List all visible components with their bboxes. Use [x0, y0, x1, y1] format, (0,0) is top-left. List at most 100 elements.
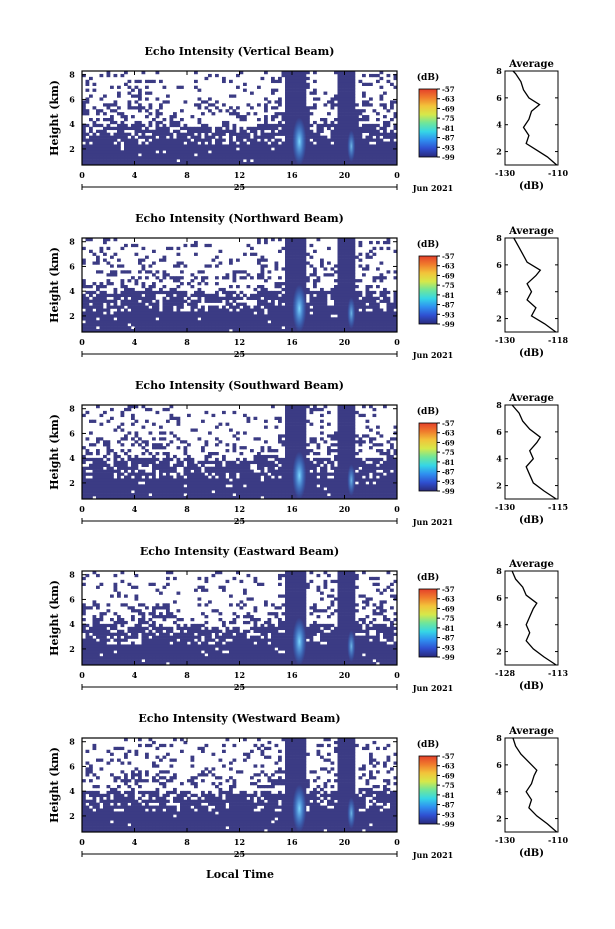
profile-y-tick-label: 4 [496, 454, 502, 464]
heatmap-echo [82, 238, 398, 333]
colorbar-tick-label: -99 [442, 320, 455, 329]
x-tick-label: 0 [394, 504, 400, 514]
colorbar-tick-label: -75 [442, 614, 455, 623]
profile-x-tick-label: -115 [548, 502, 568, 512]
y-tick-label: 2 [69, 311, 75, 321]
colorbar-tick-label: -81 [442, 624, 455, 633]
y-tick-label: 8 [69, 570, 75, 580]
heatmap-echo [82, 71, 398, 166]
colorbar-tick-label: -69 [442, 271, 455, 280]
profile-y-tick-label: 4 [496, 787, 502, 797]
colorbar-tick-label: -93 [442, 143, 455, 152]
y-tick-label: 8 [69, 237, 75, 247]
panels: Echo Intensity (Vertical Beam) 2 4 6 8 Height… [48, 45, 568, 860]
profile-x-label: (dB) [519, 181, 544, 192]
colorbar-tick-label: -69 [442, 438, 455, 447]
y-tick-label: 2 [69, 811, 75, 821]
x-tick-label: 20 [339, 337, 351, 347]
x-tick-label: 16 [286, 337, 298, 347]
x-tick-label: 0 [79, 337, 85, 347]
chart-panel: Echo Intensity (Eastward Beam) 2 4 6 8 Height… [48, 545, 568, 693]
profile-frame [504, 70, 559, 166]
profile-x-tick-label: -118 [548, 335, 568, 345]
colorbar-tick-label: -87 [442, 801, 455, 810]
heatmap-echo [82, 571, 398, 666]
profile-line [511, 404, 557, 500]
colorbar-tick-label: -81 [442, 291, 455, 300]
x-tick-label: 8 [184, 504, 190, 514]
bright-echo [347, 130, 356, 163]
x-tick-label: 8 [184, 337, 190, 347]
profile-line [512, 737, 558, 833]
profile-y-tick-label: 6 [496, 93, 502, 103]
colorbar-tick-label: -57 [442, 252, 455, 261]
bright-echo [292, 117, 307, 166]
colorbar-unit: (dB) [417, 239, 439, 250]
profile-title: Average [508, 226, 554, 237]
profile-y-tick-label: 6 [496, 760, 502, 770]
profile-y-tick-label: 6 [496, 260, 502, 270]
profile-y-tick-label: 8 [496, 733, 502, 743]
chart-panel: Echo Intensity (Northward Beam) 2 4 6 8 Heigh… [48, 212, 568, 360]
chart-title: Echo Intensity (Westward Beam) [138, 712, 340, 725]
chart-title: Echo Intensity (Southward Beam) [135, 379, 344, 392]
date-label: Jun 2021 [412, 183, 453, 193]
profile-line [512, 70, 558, 166]
colorbar-tick-label: -69 [442, 104, 455, 113]
y-tick-label: 8 [69, 404, 75, 414]
profile-frame [504, 570, 559, 666]
y-tick-label: 2 [69, 144, 75, 154]
profile-x-label: (dB) [519, 348, 544, 359]
bright-echo [292, 784, 307, 833]
x-caption: Local Time [206, 868, 274, 881]
colorbar-tick-label: -63 [442, 429, 455, 438]
profile-x-tick-label: -110 [548, 835, 568, 845]
profile-x-tick-label: -113 [548, 668, 568, 678]
colorbar-tick-label: -57 [442, 585, 455, 594]
profile-x-label: (dB) [519, 681, 544, 692]
x-tick-label: 12 [234, 837, 245, 847]
y-axis-label: Height (km) [48, 580, 61, 656]
y-axis-label: Height (km) [48, 414, 61, 490]
bright-echo [292, 284, 307, 333]
chart-title: Echo Intensity (Northward Beam) [135, 212, 344, 225]
profile-frame [504, 404, 559, 500]
y-tick-label: 6 [69, 261, 75, 271]
colorbar-tick-label: -81 [442, 791, 455, 800]
profile-title: Average [508, 726, 554, 737]
colorbar [418, 755, 438, 825]
x-tick-label: 4 [132, 837, 138, 847]
profile-y-tick-label: 6 [496, 427, 502, 437]
colorbar-tick-label: -75 [442, 281, 455, 290]
y-tick-label: 2 [69, 644, 75, 654]
colorbar-tick-label: -99 [442, 820, 455, 829]
y-tick-label: 4 [69, 786, 75, 796]
colorbar-tick-label: -93 [442, 810, 455, 819]
date-day: 25 [234, 682, 245, 692]
x-tick-label: 0 [394, 170, 400, 180]
date-label: Jun 2021 [412, 850, 453, 860]
x-tick-label: 20 [339, 170, 351, 180]
profile-title: Average [508, 393, 554, 404]
x-tick-label: 0 [79, 504, 85, 514]
bright-echo [292, 617, 307, 666]
colorbar-tick-label: -63 [442, 262, 455, 271]
date-day: 25 [234, 349, 245, 359]
colorbar-tick-label: -93 [442, 643, 455, 652]
colorbar-tick-label: -93 [442, 310, 455, 319]
colorbar-tick-label: -87 [442, 634, 455, 643]
colorbar-tick-label: -87 [442, 468, 455, 477]
chart-panel: Echo Intensity (Southward Beam) 2 4 6 8 Heigh… [48, 379, 568, 527]
colorbar-unit: (dB) [417, 72, 439, 83]
colorbar-tick-label: -93 [442, 477, 455, 486]
x-tick-label: 20 [339, 837, 351, 847]
colorbar-tick-label: -63 [442, 762, 455, 771]
profile-title: Average [508, 559, 554, 570]
colorbar-tick-label: -69 [442, 604, 455, 613]
date-label: Jun 2021 [412, 683, 453, 693]
profile-y-tick-label: 8 [496, 566, 502, 576]
x-tick-label: 0 [394, 670, 400, 680]
x-tick-label: 16 [286, 170, 298, 180]
bright-echo [292, 451, 307, 500]
bright-echo [347, 464, 356, 497]
